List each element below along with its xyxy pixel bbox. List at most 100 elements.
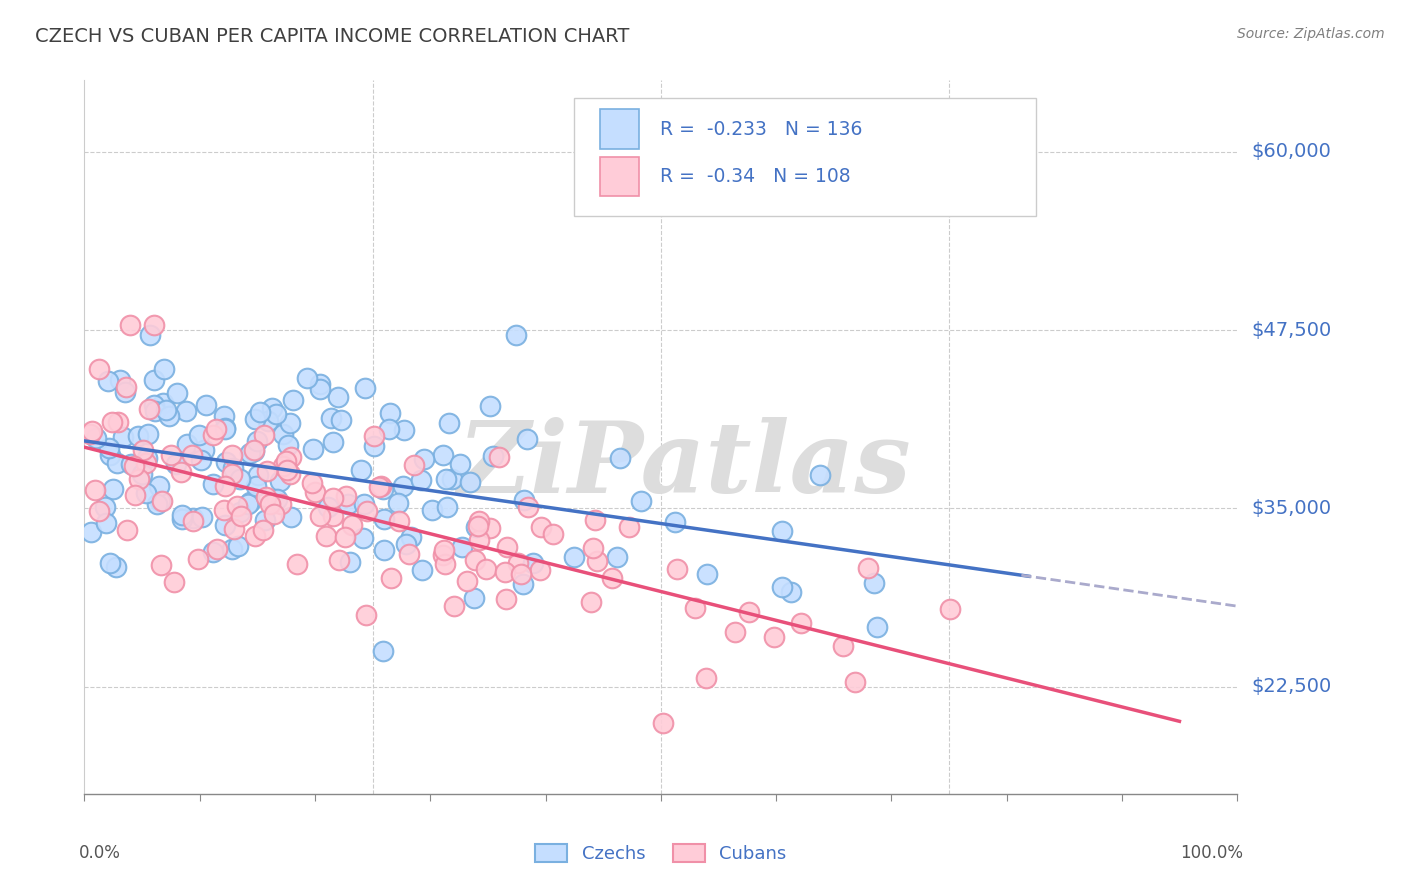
Point — [253, 513, 276, 527]
Point — [262, 401, 284, 415]
Point — [228, 472, 250, 486]
Point — [433, 558, 456, 572]
Point — [808, 468, 831, 483]
Point — [214, 518, 236, 533]
Point — [253, 428, 276, 442]
Point — [131, 467, 153, 481]
Point — [181, 448, 204, 462]
Point — [264, 407, 287, 421]
Point — [160, 448, 183, 462]
Point — [149, 494, 172, 508]
Point — [339, 555, 361, 569]
Point — [202, 428, 225, 442]
Point — [201, 477, 224, 491]
Point — [269, 475, 291, 489]
Point — [280, 509, 302, 524]
Point — [398, 547, 420, 561]
Text: Source: ZipAtlas.com: Source: ZipAtlas.com — [1237, 27, 1385, 41]
Point — [205, 422, 228, 436]
FancyBboxPatch shape — [600, 110, 638, 149]
Point — [205, 541, 228, 556]
Point — [256, 414, 278, 428]
Point — [433, 543, 456, 558]
Point — [458, 475, 481, 489]
Point — [328, 553, 350, 567]
Text: $22,500: $22,500 — [1251, 677, 1331, 697]
Point — [349, 463, 371, 477]
Point — [602, 571, 624, 585]
Point — [295, 370, 318, 384]
Point — [246, 434, 269, 448]
Point — [505, 328, 527, 343]
Point — [148, 479, 170, 493]
Point — [202, 544, 225, 558]
Point — [353, 497, 375, 511]
Point — [770, 524, 793, 538]
Point — [582, 541, 605, 555]
Point — [87, 504, 110, 518]
Point — [388, 514, 411, 528]
Point — [278, 467, 301, 481]
Point — [335, 489, 357, 503]
Y-axis label: Per Capita Income: Per Capita Income — [0, 355, 8, 519]
Point — [318, 500, 340, 514]
Point — [115, 380, 138, 394]
Point — [221, 448, 243, 462]
Point — [249, 405, 271, 419]
Point — [436, 500, 458, 515]
Point — [478, 399, 501, 413]
Point — [464, 553, 486, 567]
Text: $47,500: $47,500 — [1251, 320, 1331, 340]
Point — [579, 595, 602, 609]
Text: R =  -0.233   N = 136: R = -0.233 N = 136 — [659, 120, 862, 138]
Point — [858, 561, 880, 575]
Point — [152, 494, 174, 508]
Point — [302, 442, 325, 456]
Point — [434, 473, 457, 487]
Point — [506, 556, 529, 570]
Point — [80, 524, 103, 539]
Point — [242, 443, 264, 458]
Point — [107, 415, 129, 429]
Point — [229, 505, 252, 519]
Point — [790, 616, 813, 631]
Point — [105, 456, 128, 470]
Point — [87, 362, 110, 376]
FancyBboxPatch shape — [575, 98, 1036, 216]
Point — [187, 427, 209, 442]
Point — [163, 574, 186, 589]
Point — [181, 514, 204, 528]
Point — [138, 402, 160, 417]
Point — [482, 449, 505, 463]
Point — [411, 563, 433, 577]
Point — [94, 516, 117, 530]
Point — [259, 497, 281, 511]
Point — [243, 529, 266, 543]
Point — [214, 421, 236, 435]
Point — [401, 530, 423, 544]
Point — [356, 504, 378, 518]
Point — [271, 458, 294, 473]
Point — [413, 452, 436, 467]
Point — [664, 515, 686, 529]
Point — [450, 541, 472, 555]
Point — [157, 409, 180, 423]
Point — [135, 486, 157, 500]
Point — [131, 442, 153, 457]
Point — [190, 453, 212, 467]
Point — [322, 434, 344, 449]
Point — [866, 620, 889, 634]
Point — [239, 495, 262, 509]
Point — [392, 423, 415, 437]
Point — [541, 526, 564, 541]
Point — [214, 479, 236, 493]
Point — [277, 438, 299, 452]
Point — [122, 459, 145, 474]
Text: R =  -0.34   N = 108: R = -0.34 N = 108 — [659, 167, 851, 186]
Point — [193, 442, 215, 457]
Point — [463, 591, 485, 605]
Point — [108, 373, 131, 387]
Point — [488, 450, 510, 464]
Point — [252, 524, 274, 538]
Point — [82, 424, 104, 438]
